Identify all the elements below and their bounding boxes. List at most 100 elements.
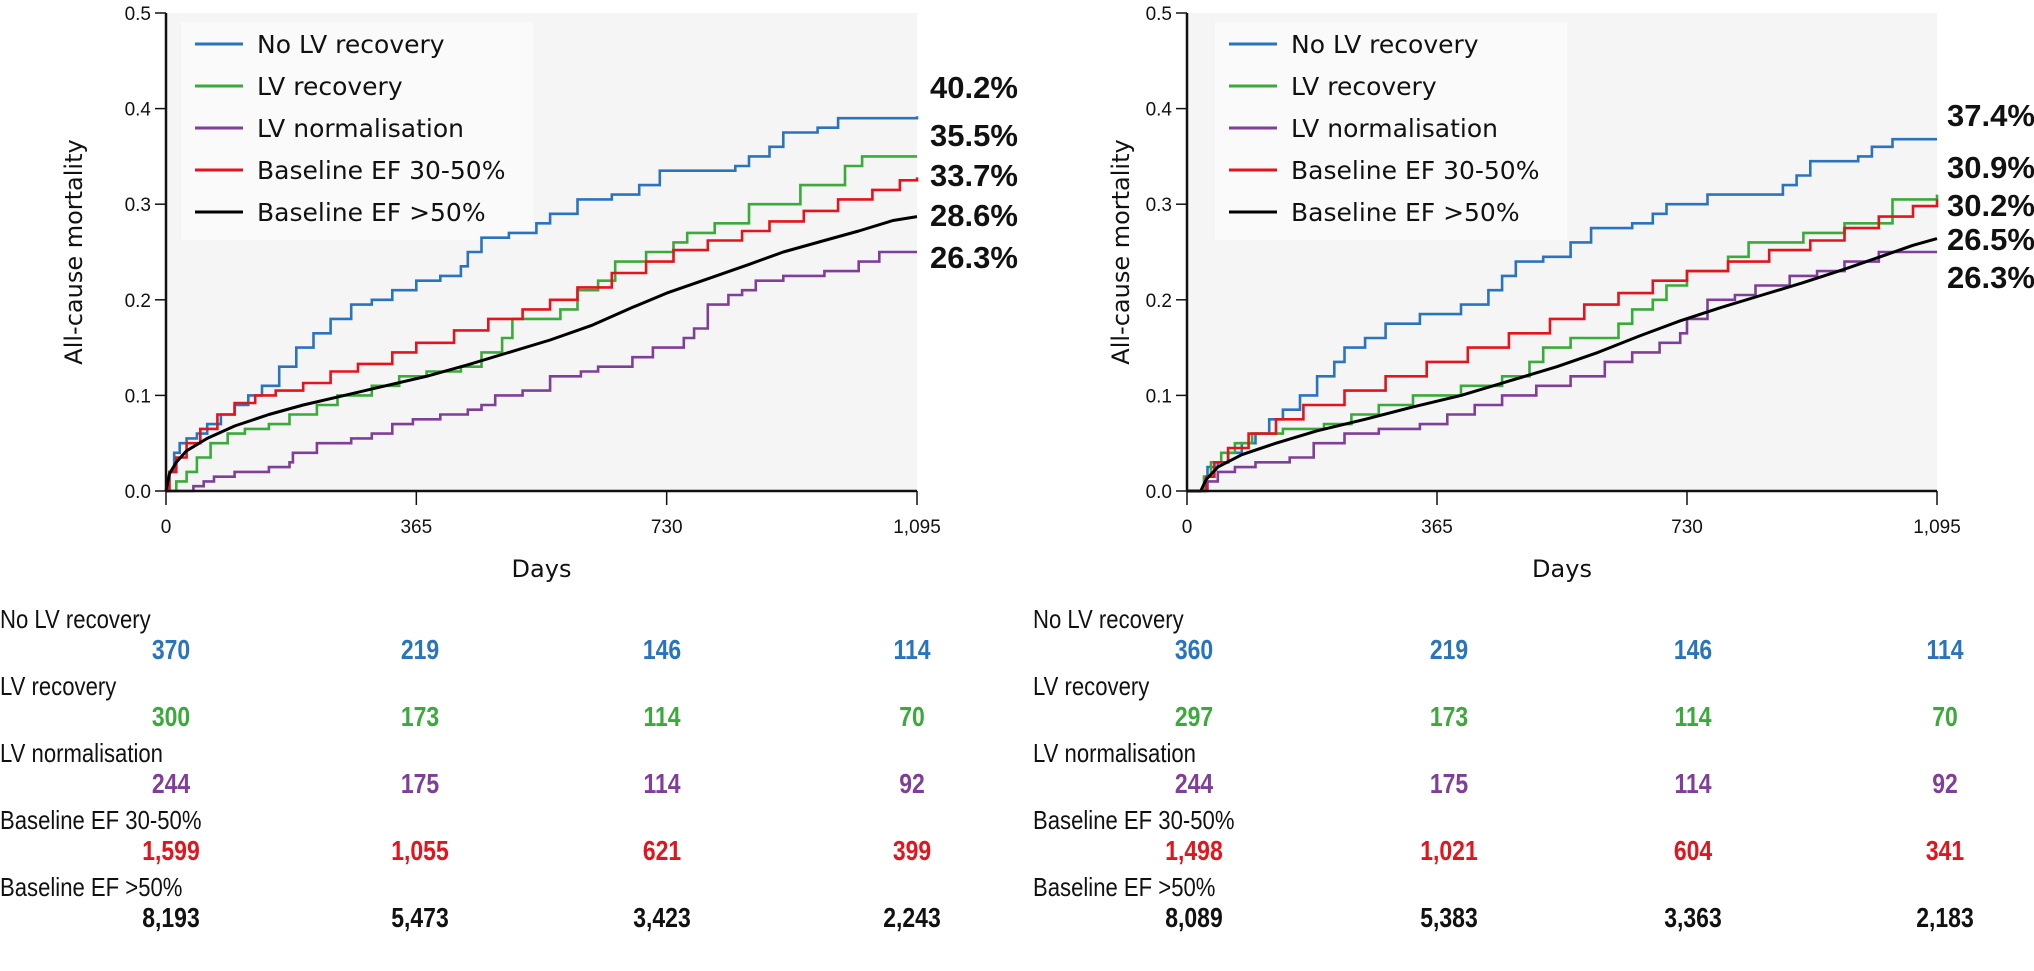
y-tick-label: 0.1 xyxy=(125,386,151,407)
series-line-3 xyxy=(1187,199,1939,493)
y-tick-label: 0.0 xyxy=(125,482,151,503)
risk-count: 1,021 xyxy=(1420,835,1478,866)
end-percentage-label: 33.7% xyxy=(930,158,1018,193)
series-line-0 xyxy=(166,116,919,493)
series-line-3 xyxy=(166,177,919,493)
y-axis-title: All-cause mortality xyxy=(1107,139,1135,364)
risk-count: 5,473 xyxy=(391,902,449,933)
risk-count: 114 xyxy=(643,701,681,732)
legend: No LV recovery LV recovery LV normalisatio… xyxy=(1215,22,1567,240)
series-line-1 xyxy=(166,155,917,493)
risk-count: 114 xyxy=(643,768,681,799)
risk-count: 604 xyxy=(1673,835,1713,866)
right-km-plot: No LV recovery LV recovery LV normalisatio… xyxy=(1107,4,2034,583)
risk-count: 173 xyxy=(400,701,440,732)
risk-row-label: LV recovery xyxy=(1033,671,1150,701)
risk-row-label: Baseline EF >50% xyxy=(0,872,183,902)
risk-count: 92 xyxy=(1932,768,1958,799)
risk-count: 8,089 xyxy=(1165,902,1223,933)
legend-label: No LV recovery xyxy=(257,30,445,59)
end-percentage-label: 26.5% xyxy=(1947,222,2034,257)
risk-row-label: Baseline EF 30-50% xyxy=(0,805,202,835)
legend-label: Baseline EF 30-50% xyxy=(257,156,505,185)
left-km-chart-panel: No LV recovery LV recovery LV normalisatio… xyxy=(0,4,1018,933)
y-tick-label: 0.1 xyxy=(1146,386,1172,407)
risk-count: 244 xyxy=(1174,768,1214,799)
risk-count: 621 xyxy=(642,835,682,866)
y-tick-label: 0.4 xyxy=(125,100,152,121)
series-line-4 xyxy=(164,215,918,492)
risk-row-label: LV recovery xyxy=(0,671,117,701)
risk-count: 300 xyxy=(151,701,191,732)
risk-count: 297 xyxy=(1174,701,1214,732)
risk-count: 219 xyxy=(400,634,440,665)
x-tick-label: 365 xyxy=(1421,517,1453,538)
risk-count: 399 xyxy=(892,835,932,866)
end-percentage-label: 40.2% xyxy=(930,70,1018,105)
risk-count: 8,193 xyxy=(142,902,200,933)
risk-count: 114 xyxy=(893,634,931,665)
risk-count: 370 xyxy=(151,634,191,665)
risk-count: 92 xyxy=(899,768,925,799)
x-tick-label: 365 xyxy=(400,517,432,538)
series-line-1 xyxy=(1187,194,1939,493)
x-tick-label: 730 xyxy=(651,517,683,538)
risk-row-label: No LV recovery xyxy=(1033,604,1184,634)
y-tick-label: 0.2 xyxy=(1146,291,1172,312)
right-km-chart-panel: No LV recovery LV recovery LV normalisatio… xyxy=(1017,0,2034,971)
left-km-plot: No LV recovery LV recovery LV normalisatio… xyxy=(60,4,1018,583)
series-line-2 xyxy=(1187,250,1937,493)
end-percentage-label: 28.6% xyxy=(930,198,1018,233)
legend-label: Baseline EF 30-50% xyxy=(1291,156,1539,185)
risk-count: 1,599 xyxy=(142,835,200,866)
legend-label: LV recovery xyxy=(1291,72,1437,101)
x-tick-label: 0 xyxy=(1182,517,1193,538)
series-line-4 xyxy=(1187,237,1938,493)
risk-count: 146 xyxy=(642,634,682,665)
risk-count: 114 xyxy=(1926,634,1964,665)
risk-count: 173 xyxy=(1429,701,1469,732)
risk-count: 2,183 xyxy=(1916,902,1974,933)
risk-row-label: LV normalisation xyxy=(1033,738,1196,768)
x-tick-label: 1,095 xyxy=(893,517,941,538)
risk-count: 3,363 xyxy=(1664,902,1722,933)
y-tick-label: 0.2 xyxy=(125,291,151,312)
risk-count: 219 xyxy=(1429,634,1469,665)
end-percentage-label: 30.9% xyxy=(1947,150,2034,185)
risk-count: 146 xyxy=(1673,634,1713,665)
end-percentage-label: 35.5% xyxy=(930,118,1018,153)
series-line-2 xyxy=(166,250,917,493)
legend-box xyxy=(1215,22,1567,240)
risk-row-label: LV normalisation xyxy=(0,738,163,768)
risk-count: 114 xyxy=(1674,701,1712,732)
end-percentage-label: 26.3% xyxy=(1947,260,2034,295)
y-tick-label: 0.5 xyxy=(125,4,151,25)
y-tick-label: 0.3 xyxy=(1146,195,1172,216)
risk-count: 5,383 xyxy=(1420,902,1478,933)
legend: No LV recovery LV recovery LV normalisatio… xyxy=(181,22,533,240)
risk-count: 244 xyxy=(151,768,191,799)
risk-row-label: Baseline EF 30-50% xyxy=(1033,805,1235,835)
legend-box xyxy=(181,22,533,240)
risk-count: 341 xyxy=(1925,835,1965,866)
y-axis-title: All-cause mortality xyxy=(60,139,88,364)
risk-count: 175 xyxy=(400,768,440,799)
y-tick-label: 0.3 xyxy=(125,195,151,216)
risk-count: 175 xyxy=(1429,768,1469,799)
x-axis-title: Days xyxy=(512,555,572,583)
risk-row-label: No LV recovery xyxy=(0,604,151,634)
x-axis-title: Days xyxy=(1532,555,1592,583)
end-percentage-label: 26.3% xyxy=(930,240,1018,275)
risk-count: 3,423 xyxy=(633,902,691,933)
legend-label: LV recovery xyxy=(257,72,403,101)
legend-label: LV normalisation xyxy=(257,114,464,143)
x-tick-label: 1,095 xyxy=(1913,517,1961,538)
y-tick-label: 0.5 xyxy=(1146,4,1172,25)
risk-count: 1,498 xyxy=(1165,835,1223,866)
x-tick-label: 0 xyxy=(161,517,172,538)
legend-label: LV normalisation xyxy=(1291,114,1498,143)
risk-count: 70 xyxy=(1932,701,1958,732)
legend-label: Baseline EF >50% xyxy=(1291,198,1520,227)
risk-row-label: Baseline EF >50% xyxy=(1033,872,1216,902)
y-tick-label: 0.0 xyxy=(1146,482,1172,503)
